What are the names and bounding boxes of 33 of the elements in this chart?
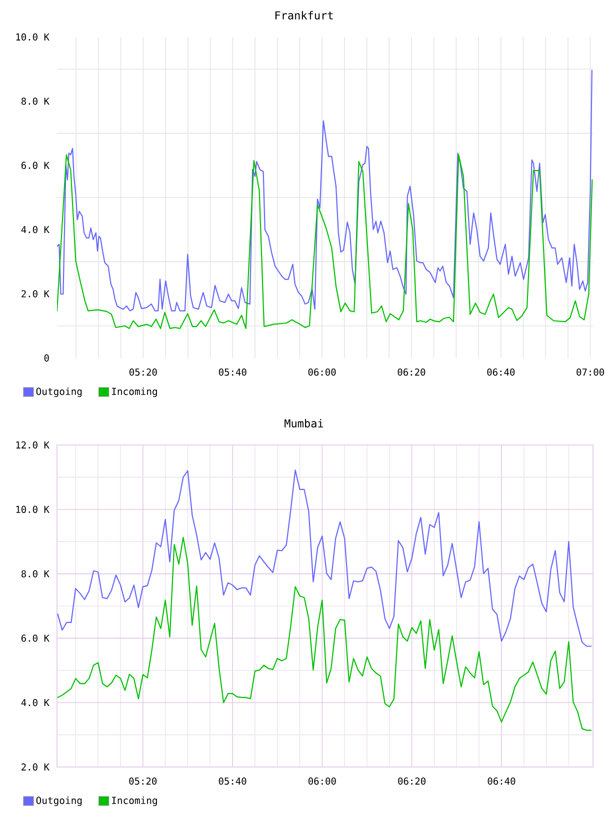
- x-tick-label: 06:00: [308, 778, 336, 785]
- chart-title: Mumbai: [284, 418, 324, 428]
- legend-label: Outgoing: [36, 388, 82, 398]
- y-tick-label: 10.0 K: [16, 33, 50, 41]
- legend-label: Incoming: [112, 796, 157, 806]
- x-tick-label: 06:20: [398, 368, 426, 376]
- y-tick-label: 2.0 K: [22, 290, 50, 298]
- x-tick-label: 07:00: [576, 368, 604, 376]
- line-series: [57, 470, 592, 647]
- chart-title: Frankfurt: [275, 10, 333, 20]
- x-tick-label: 05:20: [129, 778, 157, 785]
- x-tick-label: 06:20: [398, 778, 426, 785]
- line-series: [57, 154, 593, 330]
- y-tick-label: 12.0 K: [16, 441, 50, 449]
- legend-label: Incoming: [112, 388, 157, 398]
- y-tick-label: 0: [44, 354, 49, 362]
- y-tick-label: 10.0 K: [16, 506, 50, 513]
- x-tick-label: 05:40: [218, 778, 246, 785]
- line-series: [57, 536, 592, 731]
- legend-label: Outgoing: [36, 796, 82, 806]
- y-tick-label: 6.0 K: [21, 162, 50, 169]
- y-tick-label: 6.0 K: [21, 634, 50, 642]
- y-tick-label: 8.0 K: [21, 98, 50, 105]
- y-tick-label: 4.0 K: [21, 226, 50, 234]
- y-tick-label: 8.0 K: [21, 570, 50, 578]
- x-tick-label: 06:40: [487, 368, 515, 376]
- y-tick-label: 2.0 K: [22, 763, 50, 771]
- x-tick-label: 05:20: [130, 368, 157, 376]
- y-tick-label: 4.0 K: [21, 699, 50, 706]
- x-tick-label: 06:40: [488, 778, 516, 785]
- line-series: [57, 70, 592, 312]
- x-tick-label: 05:40: [218, 368, 246, 376]
- x-tick-label: 06:00: [308, 368, 336, 376]
